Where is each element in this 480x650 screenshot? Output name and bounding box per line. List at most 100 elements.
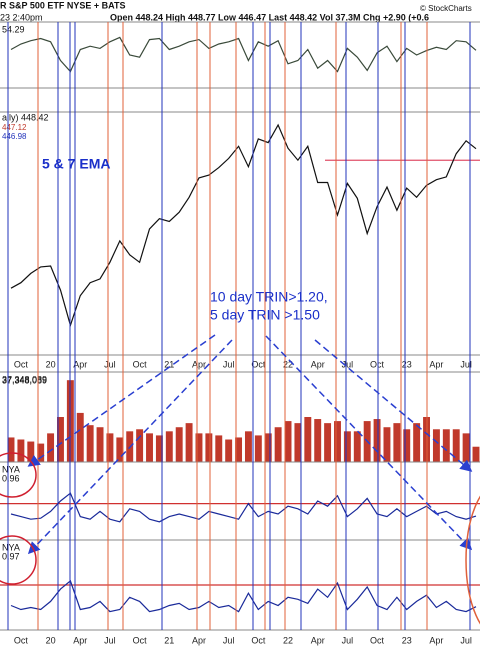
x-tick-label: Jul — [460, 635, 472, 645]
bar — [225, 439, 233, 462]
highlight — [0, 452, 37, 498]
legend: 54.29 — [2, 24, 25, 34]
bar — [17, 439, 25, 462]
x-tick-label: Apr — [73, 635, 87, 645]
line — [10, 123, 477, 328]
x-tick-label: Oct — [251, 359, 266, 369]
x-tick-label: Jul — [104, 635, 116, 645]
bar — [96, 427, 104, 462]
x-tick-label: Oct — [133, 359, 148, 369]
bar — [334, 421, 341, 462]
bar — [7, 437, 15, 462]
bar — [274, 427, 282, 462]
bar — [472, 446, 480, 462]
x-tick-label: 23 — [402, 359, 412, 369]
line — [10, 579, 477, 613]
x-tick-label: Jul — [104, 359, 116, 369]
x-tick-label: Oct — [370, 635, 385, 645]
x-tick-label: Apr — [192, 359, 206, 369]
x-tick-label: Apr — [429, 359, 443, 369]
x-tick-label: Oct — [14, 635, 29, 645]
annotation: 10 day TRIN>1.20, — [210, 289, 328, 305]
legend-value: 0.96 — [2, 473, 20, 483]
bar — [76, 412, 84, 462]
bar — [244, 431, 252, 462]
bar — [235, 437, 243, 462]
bar — [413, 423, 421, 462]
bar — [205, 433, 213, 462]
x-tick-label: Oct — [251, 635, 266, 645]
legend-value: 0.97 — [2, 551, 20, 561]
header-title: R S&P 500 ETF NYSE + BATS — [0, 0, 125, 10]
bar — [116, 437, 124, 462]
bar — [136, 429, 144, 462]
x-tick-label: 22 — [283, 359, 293, 369]
bar — [284, 421, 292, 462]
legend: aily) 448.42 — [2, 112, 49, 122]
bar — [27, 441, 35, 462]
x-tick-label: Apr — [429, 635, 443, 645]
bar — [353, 431, 361, 462]
bar — [146, 433, 153, 462]
bar — [304, 417, 312, 462]
bar — [37, 443, 45, 462]
bar — [264, 433, 272, 462]
x-tick-label: Apr — [311, 359, 325, 369]
x-tick-label: 20 — [46, 359, 56, 369]
x-tick-label: Apr — [73, 359, 87, 369]
bar — [254, 435, 262, 462]
bar — [47, 433, 55, 462]
line — [10, 36, 477, 73]
x-tick-label: Apr — [192, 635, 206, 645]
arrows — [27, 334, 473, 555]
bar — [106, 433, 114, 462]
bar — [175, 427, 183, 462]
panel — [0, 21, 480, 89]
annotation: 5 & 7 EMA — [42, 156, 110, 172]
header-time: 23 2:40pm — [0, 12, 43, 22]
legend: NYA — [2, 464, 20, 474]
x-tick-label: Oct — [370, 359, 385, 369]
x-tick-label: Jul — [342, 635, 354, 645]
bar — [86, 425, 94, 462]
x-tick-label: 21 — [164, 359, 174, 369]
bar — [393, 423, 401, 462]
bar — [215, 435, 223, 462]
x-tick-label: Oct — [14, 359, 29, 369]
bar — [185, 423, 193, 462]
x-tick-label: Apr — [311, 635, 325, 645]
bar — [155, 435, 163, 462]
bar — [343, 431, 351, 462]
x-tick-label: Oct — [133, 635, 148, 645]
legend: 37,348,089 — [2, 374, 47, 384]
bar — [294, 423, 302, 462]
panel — [0, 111, 480, 356]
bar — [432, 429, 440, 462]
legend-value: 447.12 — [2, 123, 27, 132]
signal-lines — [7, 22, 471, 630]
bar — [452, 429, 460, 462]
bar — [373, 419, 381, 462]
bar — [403, 429, 411, 462]
value-label: 37,348,089 — [2, 375, 47, 385]
x-tick-label: 20 — [46, 635, 56, 645]
annotation: 5 day TRIN >1.50 — [210, 307, 320, 323]
legend: NYA — [2, 542, 20, 552]
bar — [314, 419, 322, 462]
highlight — [465, 495, 480, 625]
bar — [383, 427, 391, 462]
line — [10, 492, 477, 523]
x-tick-label: Jul — [342, 359, 354, 369]
bar — [442, 429, 450, 462]
highlight — [0, 535, 37, 585]
bar — [165, 431, 173, 462]
bar — [324, 423, 332, 462]
legend-value: 446.98 — [2, 132, 27, 141]
x-tick-label: Jul — [223, 359, 235, 369]
x-tick-label: 22 — [283, 635, 293, 645]
x-tick-label: 23 — [402, 635, 412, 645]
x-tick-label: Jul — [223, 635, 235, 645]
x-tick-label: Jul — [460, 359, 472, 369]
bar — [57, 417, 64, 462]
